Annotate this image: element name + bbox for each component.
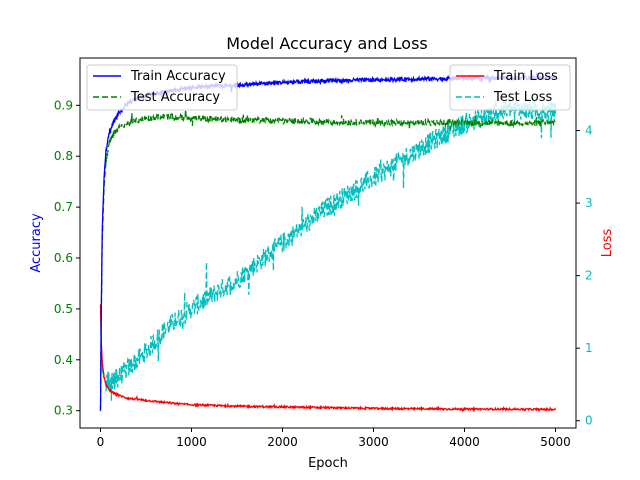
right-y-tick-label: 1 <box>585 341 593 355</box>
right-y-axis: 0 1 2 3 4 <box>576 124 593 428</box>
left-y-tick-label: 0.7 <box>54 200 73 214</box>
left-y-tick-label: 0.8 <box>54 149 73 163</box>
x-tick-label: 5000 <box>540 435 571 449</box>
series-line-train-loss <box>99 304 557 413</box>
left-y-tick-label: 0.6 <box>54 251 73 265</box>
right-y-tick-label: 3 <box>585 196 593 210</box>
left-y-axis: 0.3 0.4 0.5 0.6 0.7 0.8 0.9 <box>54 98 80 418</box>
x-tick-label: 0 <box>97 435 105 449</box>
series-line-test-accuracy <box>99 109 556 412</box>
x-tick-label: 1000 <box>176 435 207 449</box>
chart-title: Model Accuracy and Loss <box>226 34 428 53</box>
legend-accuracy: Train Accuracy Test Accuracy <box>86 64 238 111</box>
x-axis-title: Epoch <box>308 456 348 471</box>
right-y-tick-label: 2 <box>585 269 593 283</box>
x-axis: 0 1000 2000 3000 4000 5000 <box>97 428 571 449</box>
left-y-tick-label: 0.3 <box>54 404 73 418</box>
left-y-tick-label: 0.4 <box>54 353 73 367</box>
left-y-axis-title: Accuracy <box>29 213 44 273</box>
legend-train-accuracy-label: Train Accuracy <box>130 69 226 84</box>
legend-test-accuracy-label: Test Accuracy <box>130 90 220 105</box>
x-tick-label: 4000 <box>449 435 480 449</box>
legend-train-loss-label: Train Loss <box>493 69 558 84</box>
left-y-tick-label: 0.5 <box>54 302 73 316</box>
x-tick-label: 2000 <box>267 435 298 449</box>
plot-frame <box>79 57 577 429</box>
legend-loss: Train Loss Test Loss <box>449 64 571 111</box>
x-tick-label: 3000 <box>358 435 389 449</box>
left-y-tick-label: 0.9 <box>54 98 73 112</box>
legend-accuracy-box <box>86 64 238 111</box>
right-y-axis-title: Loss <box>600 229 615 258</box>
right-y-tick-label: 4 <box>585 124 593 138</box>
right-y-tick-label: 0 <box>585 414 593 428</box>
legend-test-loss-label: Test Loss <box>493 90 552 105</box>
